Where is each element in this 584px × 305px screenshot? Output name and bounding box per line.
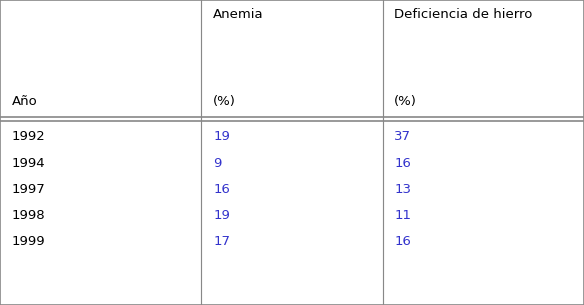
- Text: 16: 16: [394, 157, 411, 170]
- Text: 16: 16: [394, 235, 411, 249]
- Text: 9: 9: [213, 157, 221, 170]
- Text: 19: 19: [213, 130, 230, 143]
- Text: 1992: 1992: [12, 130, 46, 143]
- Text: 1994: 1994: [12, 157, 46, 170]
- Text: (%): (%): [213, 95, 236, 108]
- Text: 1997: 1997: [12, 183, 46, 196]
- Text: Deficiencia de hierro: Deficiencia de hierro: [394, 8, 533, 21]
- Text: (%): (%): [394, 95, 417, 108]
- Text: Año: Año: [12, 95, 37, 108]
- Text: 16: 16: [213, 183, 230, 196]
- Text: 19: 19: [213, 209, 230, 222]
- Text: Anemia: Anemia: [213, 8, 264, 21]
- Text: 11: 11: [394, 209, 411, 222]
- Text: 13: 13: [394, 183, 411, 196]
- Text: 37: 37: [394, 130, 411, 143]
- Text: 1998: 1998: [12, 209, 46, 222]
- Text: 1999: 1999: [12, 235, 46, 249]
- Text: 17: 17: [213, 235, 230, 249]
